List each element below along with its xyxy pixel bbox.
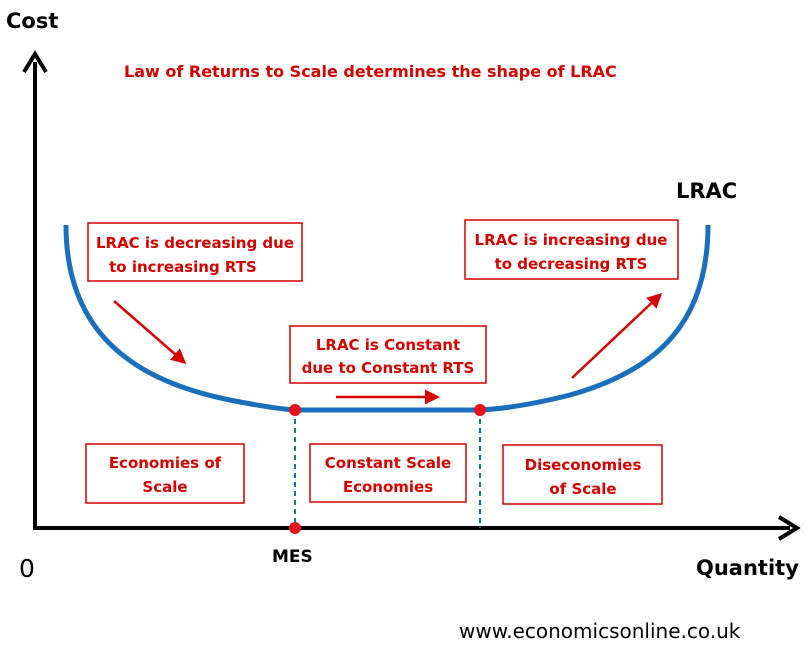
y-axis-label: Cost xyxy=(6,9,58,33)
mes-label: MES xyxy=(272,547,313,567)
x-axis-arrowhead xyxy=(777,515,801,541)
x-axis-label: Quantity xyxy=(696,556,799,580)
constant-box: LRAC is Constant due to Constant RTS xyxy=(289,325,487,384)
constant-line-1: LRAC is Constant xyxy=(316,336,460,354)
constant-scale-line-2: Economies xyxy=(343,478,433,496)
lrac-label: LRAC xyxy=(676,179,737,203)
increasing-arrow xyxy=(571,292,663,379)
increasing-line-1: LRAC is increasing due xyxy=(475,231,668,249)
diagram-title: Law of Returns to Scale determines the s… xyxy=(124,62,617,81)
diseconomies-box: Diseconomies of Scale xyxy=(502,444,663,505)
economies-line-2: Scale xyxy=(142,478,187,496)
constant-scale-line-1: Constant Scale xyxy=(325,454,451,472)
economies-box: Economies of Scale xyxy=(85,443,245,504)
increasing-box: LRAC is increasing due to decreasing RTS xyxy=(464,219,679,280)
mes-axis-point xyxy=(289,522,301,534)
constant-end-point xyxy=(474,404,486,416)
y-axis-arrowhead xyxy=(22,50,48,74)
diseconomies-line-2: of Scale xyxy=(549,480,616,498)
origin-label: 0 xyxy=(19,554,35,583)
decreasing-line-2: to increasing RTS xyxy=(109,258,257,276)
decreasing-line-1: LRAC is decreasing due xyxy=(96,234,294,252)
decreasing-box: LRAC is decreasing due to increasing RTS xyxy=(87,222,303,282)
constant-scale-box: Constant Scale Economies xyxy=(309,443,467,503)
increasing-line-2: to decreasing RTS xyxy=(495,255,648,273)
constant-line-2: due to Constant RTS xyxy=(302,359,475,377)
diseconomies-line-1: Diseconomies xyxy=(525,456,642,474)
mes-curve-point xyxy=(289,404,301,416)
website-url: www.economicsonline.co.uk xyxy=(459,619,741,643)
economies-line-1: Economies of xyxy=(109,454,222,472)
decreasing-arrow xyxy=(113,300,187,364)
